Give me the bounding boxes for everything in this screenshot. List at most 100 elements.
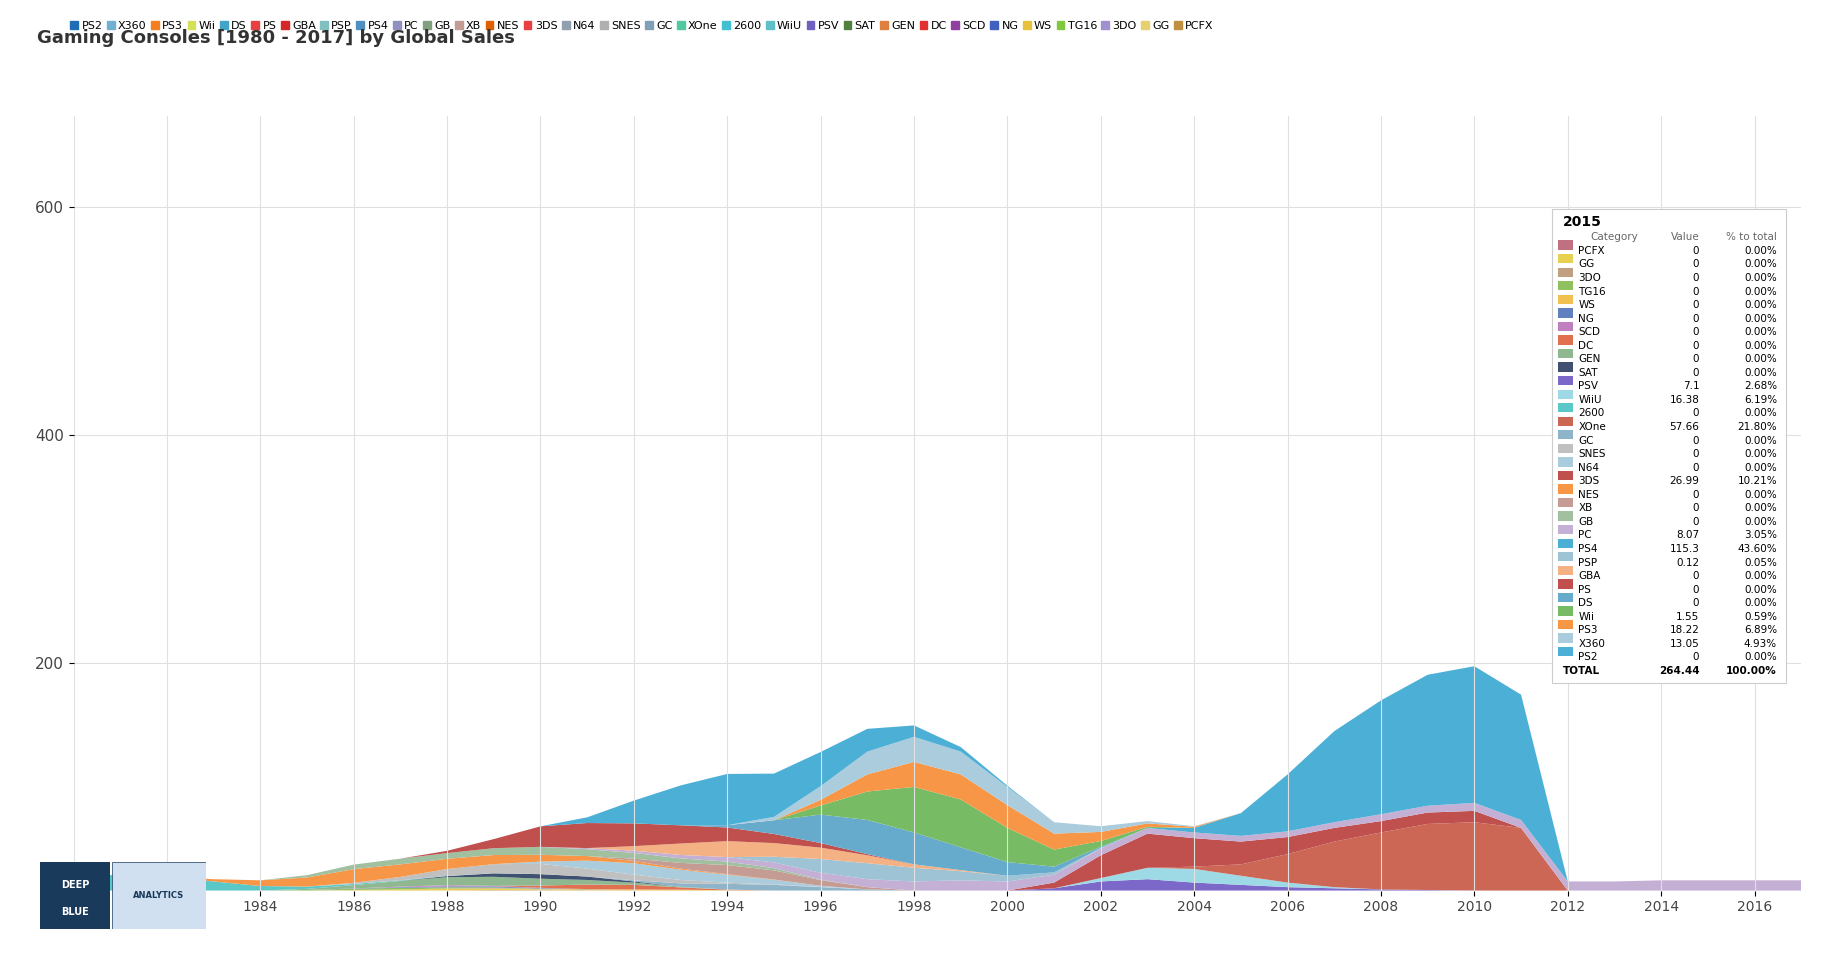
Text: 0.00%: 0.00% bbox=[1744, 287, 1777, 296]
Text: DC: DC bbox=[1579, 341, 1594, 350]
Text: 16.38: 16.38 bbox=[1669, 395, 1700, 405]
Bar bbox=[1557, 565, 1573, 575]
Text: 43.60%: 43.60% bbox=[1737, 544, 1777, 554]
Text: WS: WS bbox=[1579, 300, 1595, 310]
Bar bbox=[40, 862, 110, 929]
Text: 115.3: 115.3 bbox=[1669, 544, 1700, 554]
Text: XB: XB bbox=[1579, 503, 1592, 513]
Text: 0.00%: 0.00% bbox=[1744, 354, 1777, 364]
Text: 6.19%: 6.19% bbox=[1744, 395, 1777, 405]
Text: 0: 0 bbox=[1693, 503, 1700, 513]
Bar bbox=[1557, 335, 1573, 345]
Text: 0.00%: 0.00% bbox=[1744, 652, 1777, 662]
Bar bbox=[1557, 294, 1573, 304]
Text: PS4: PS4 bbox=[1579, 544, 1597, 554]
Text: PC: PC bbox=[1579, 530, 1592, 540]
Bar bbox=[1557, 538, 1573, 548]
Bar bbox=[1557, 457, 1573, 467]
Text: NG: NG bbox=[1579, 314, 1594, 323]
Text: 10.21%: 10.21% bbox=[1737, 476, 1777, 486]
Text: 0: 0 bbox=[1693, 449, 1700, 459]
Text: 57.66: 57.66 bbox=[1669, 422, 1700, 432]
Bar bbox=[1557, 633, 1573, 643]
Text: BLUE: BLUE bbox=[61, 907, 88, 918]
Text: 1.55: 1.55 bbox=[1676, 612, 1700, 621]
Text: 0: 0 bbox=[1693, 273, 1700, 283]
Text: 0.00%: 0.00% bbox=[1744, 259, 1777, 269]
Bar bbox=[1557, 470, 1573, 480]
Text: 0.00%: 0.00% bbox=[1744, 246, 1777, 256]
Text: 0.00%: 0.00% bbox=[1744, 327, 1777, 337]
Text: 0: 0 bbox=[1693, 341, 1700, 350]
Text: PCFX: PCFX bbox=[1579, 246, 1605, 256]
Text: 3DO: 3DO bbox=[1579, 273, 1601, 283]
Text: 0: 0 bbox=[1693, 598, 1700, 608]
Text: GB: GB bbox=[1579, 517, 1594, 527]
Text: N64: N64 bbox=[1579, 463, 1599, 472]
Text: SCD: SCD bbox=[1579, 327, 1601, 337]
Text: 0.12: 0.12 bbox=[1676, 558, 1700, 567]
Bar bbox=[1557, 254, 1573, 263]
Bar bbox=[1557, 579, 1573, 589]
Text: 0.00%: 0.00% bbox=[1744, 585, 1777, 594]
Bar bbox=[1557, 348, 1573, 358]
Text: 13.05: 13.05 bbox=[1669, 639, 1700, 649]
Bar bbox=[1557, 511, 1573, 521]
Text: 0: 0 bbox=[1693, 300, 1700, 310]
Text: 0.00%: 0.00% bbox=[1744, 273, 1777, 283]
Text: 2600: 2600 bbox=[1579, 408, 1605, 418]
Text: TOTAL: TOTAL bbox=[1562, 666, 1599, 676]
Text: TG16: TG16 bbox=[1579, 287, 1606, 296]
Text: 4.93%: 4.93% bbox=[1744, 639, 1777, 649]
Text: NES: NES bbox=[1579, 490, 1599, 499]
Text: GG: GG bbox=[1579, 259, 1595, 269]
Bar bbox=[1557, 308, 1573, 318]
Text: 0.00%: 0.00% bbox=[1744, 341, 1777, 350]
Bar bbox=[1557, 484, 1573, 494]
Text: 0.00%: 0.00% bbox=[1744, 314, 1777, 323]
Bar bbox=[1557, 525, 1573, 534]
Text: 3DS: 3DS bbox=[1579, 476, 1599, 486]
Text: 0.00%: 0.00% bbox=[1744, 517, 1777, 527]
Text: XOne: XOne bbox=[1579, 422, 1606, 432]
Text: 6.89%: 6.89% bbox=[1744, 625, 1777, 635]
Text: 3.05%: 3.05% bbox=[1744, 530, 1777, 540]
Bar bbox=[1557, 281, 1573, 290]
Text: 2.68%: 2.68% bbox=[1744, 381, 1777, 391]
Bar bbox=[1557, 389, 1573, 399]
Bar bbox=[1557, 362, 1573, 372]
Text: GEN: GEN bbox=[1579, 354, 1601, 364]
Text: % to total: % to total bbox=[1726, 232, 1777, 242]
Text: 0: 0 bbox=[1693, 436, 1700, 445]
Bar bbox=[1557, 376, 1573, 385]
Text: 8.07: 8.07 bbox=[1676, 530, 1700, 540]
Bar bbox=[1557, 430, 1573, 439]
Text: 7.1: 7.1 bbox=[1682, 381, 1700, 391]
Text: SNES: SNES bbox=[1579, 449, 1606, 459]
Text: 0.00%: 0.00% bbox=[1744, 408, 1777, 418]
Text: 18.22: 18.22 bbox=[1669, 625, 1700, 635]
Text: GC: GC bbox=[1579, 436, 1594, 445]
Text: PS3: PS3 bbox=[1579, 625, 1597, 635]
Text: 0.00%: 0.00% bbox=[1744, 503, 1777, 513]
Text: SAT: SAT bbox=[1579, 368, 1597, 378]
Text: 2015: 2015 bbox=[1562, 215, 1601, 229]
Text: Category: Category bbox=[1590, 232, 1638, 242]
Bar bbox=[1557, 592, 1573, 602]
Text: Wii: Wii bbox=[1579, 612, 1594, 621]
FancyBboxPatch shape bbox=[1553, 209, 1787, 683]
Text: 0: 0 bbox=[1693, 259, 1700, 269]
Text: 0: 0 bbox=[1693, 314, 1700, 323]
Bar bbox=[1557, 620, 1573, 629]
Text: 264.44: 264.44 bbox=[1658, 666, 1700, 676]
Bar bbox=[1557, 606, 1573, 616]
Text: 0: 0 bbox=[1693, 354, 1700, 364]
Text: 0: 0 bbox=[1693, 368, 1700, 378]
Text: 0: 0 bbox=[1693, 490, 1700, 499]
Text: 0: 0 bbox=[1693, 327, 1700, 337]
Text: 0.59%: 0.59% bbox=[1744, 612, 1777, 621]
Text: X360: X360 bbox=[1579, 639, 1605, 649]
Text: 0.00%: 0.00% bbox=[1744, 436, 1777, 445]
Text: ANALYTICS: ANALYTICS bbox=[132, 891, 184, 900]
Text: 0: 0 bbox=[1693, 246, 1700, 256]
